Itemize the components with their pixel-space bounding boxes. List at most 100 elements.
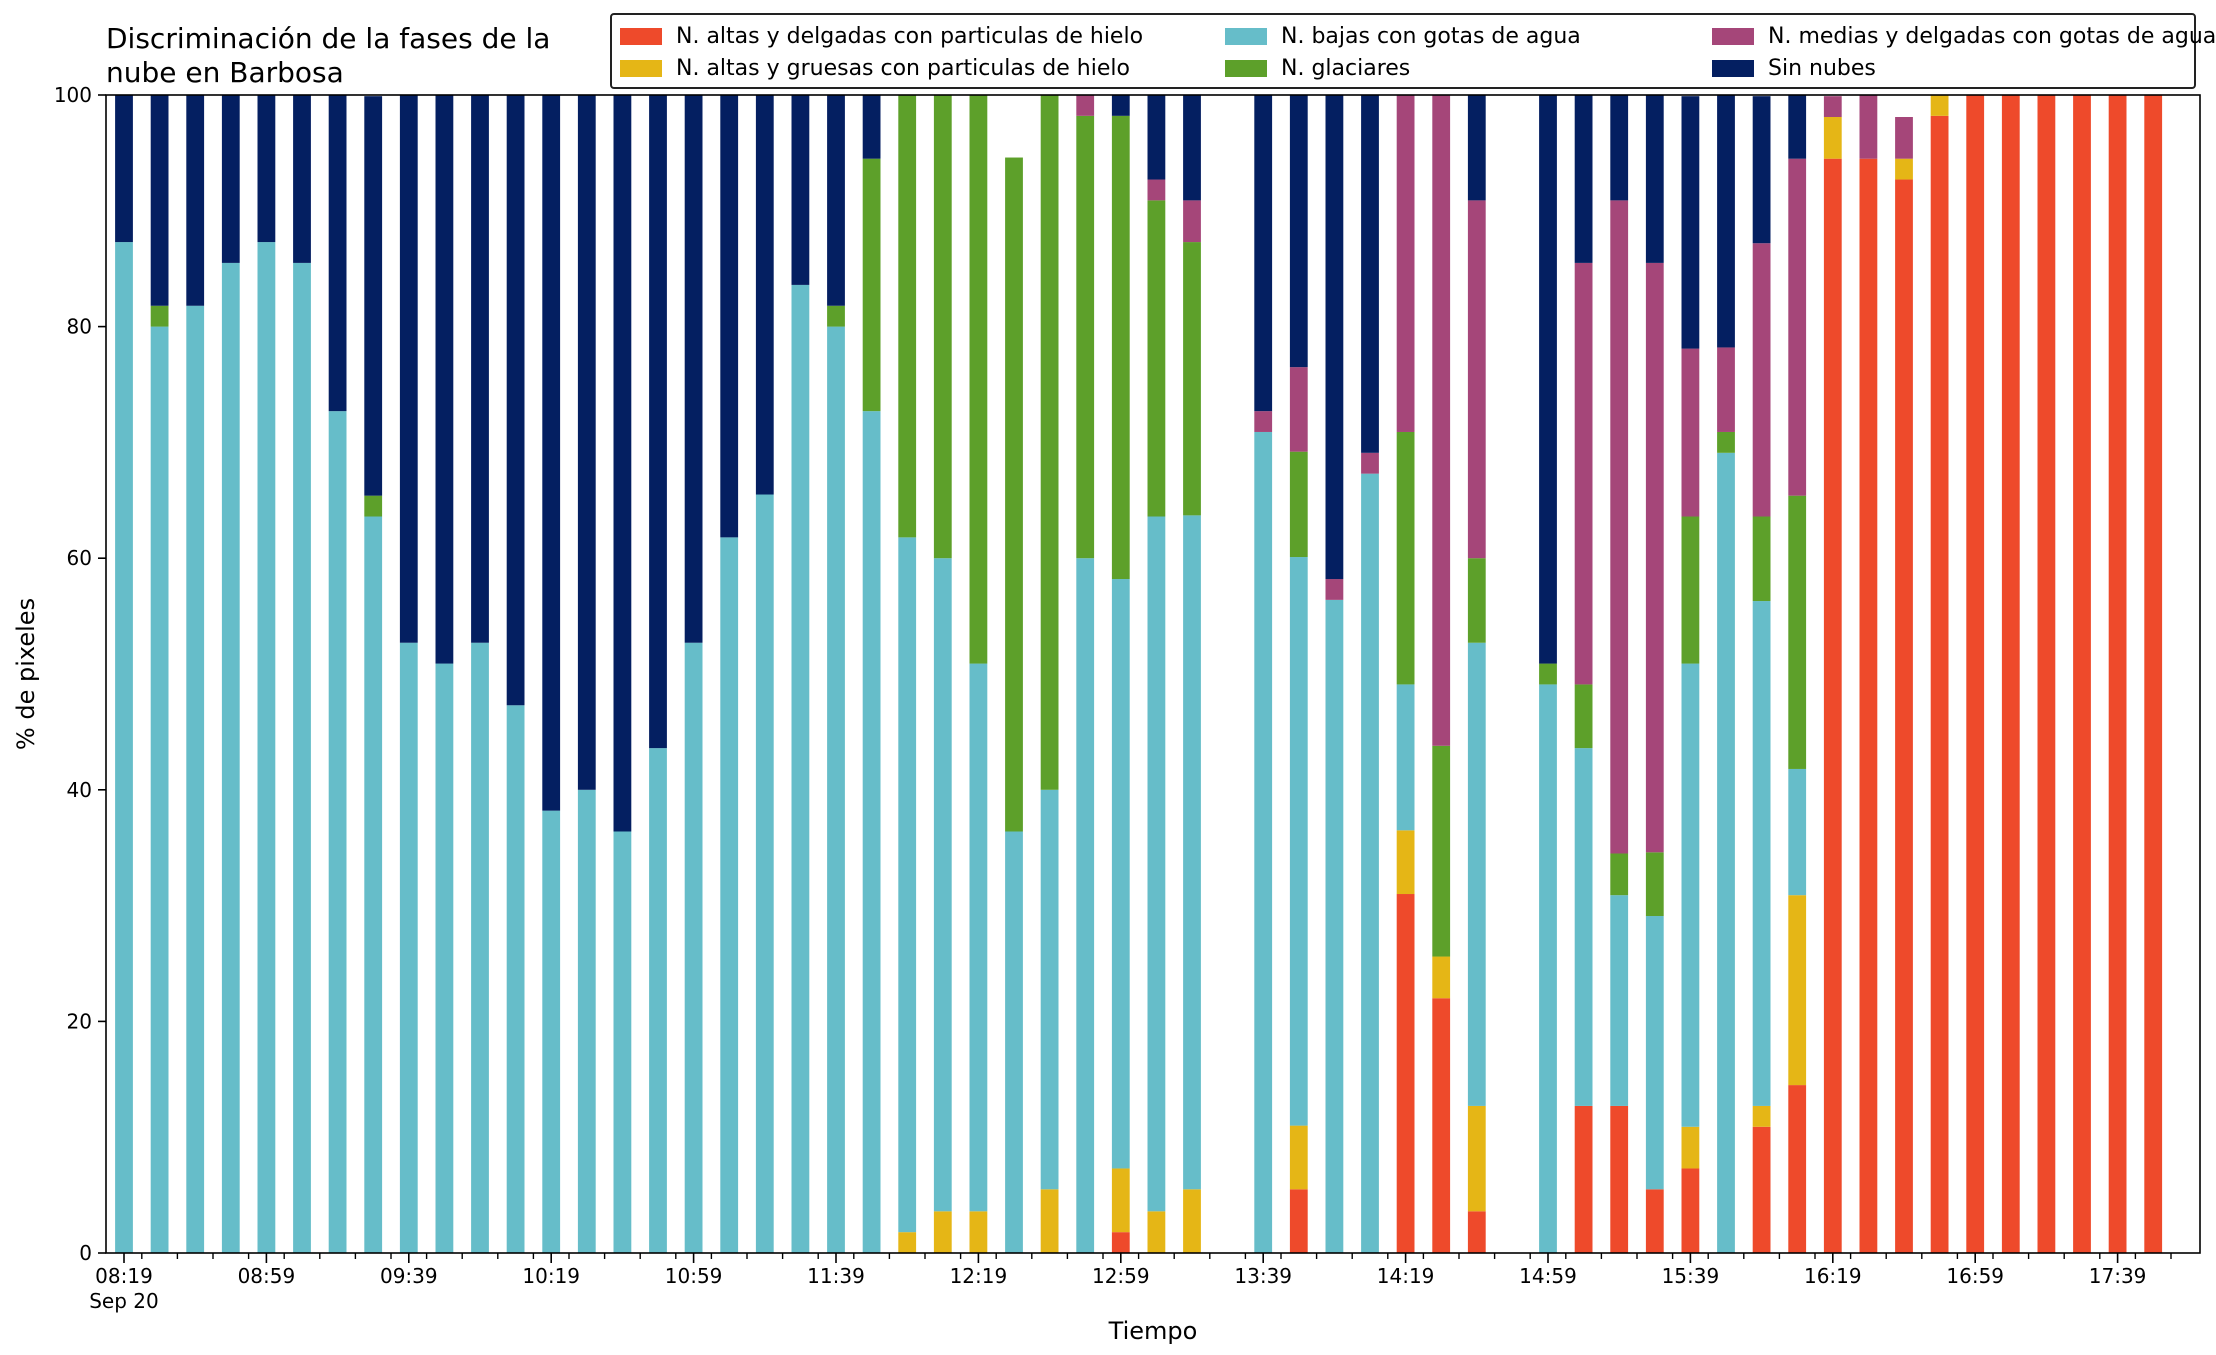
bar-segment (115, 242, 133, 1253)
legend-swatch (1225, 59, 1267, 77)
bar-segment (1432, 956, 1451, 999)
y-tick-label: 20 (67, 1009, 92, 1033)
bar-segment (435, 663, 454, 1253)
legend-item: N. glaciares (1225, 53, 1410, 83)
bar-segment (649, 748, 667, 1253)
legend-swatch (1712, 59, 1754, 77)
x-tick-label: 14:59 (1519, 1264, 1577, 1288)
bar-segment (1254, 95, 1273, 412)
bar-segment (1645, 262, 1664, 853)
y-tick-label: 100 (54, 83, 92, 107)
bar-segment (1432, 998, 1451, 1253)
y-tick-label: 80 (67, 315, 92, 339)
bar-segment (1681, 348, 1700, 517)
bar-segment (1396, 830, 1415, 895)
bar-segment (115, 95, 133, 243)
bar-segment (1823, 96, 1842, 117)
x-tick-sublabel: Sep 20 (89, 1289, 159, 1313)
bar-segment (1752, 96, 1771, 244)
bar-segment (2073, 95, 2091, 1253)
bar-segment (1325, 579, 1344, 600)
chart-title-line-1: Discriminación de la fases de la (106, 22, 551, 55)
bar-segment (1859, 158, 1878, 1254)
x-tick-label: 13:39 (1234, 1264, 1292, 1288)
x-tick-label: 16:59 (1946, 1264, 2004, 1288)
bar-segment (1467, 558, 1486, 643)
bar-segment (1183, 1189, 1201, 1253)
bar-segment (1610, 200, 1629, 854)
bar-segment (720, 95, 739, 538)
bar-segment (1539, 95, 1557, 664)
bar-segment (186, 95, 205, 306)
bar-segment (1752, 243, 1771, 517)
bar-segment (364, 495, 383, 517)
plot-frame (105, 94, 2201, 1254)
x-tick-label: 16:19 (1804, 1264, 1862, 1288)
bar-segment (933, 95, 952, 559)
bar-segment (1574, 748, 1593, 1106)
legend-label: N. glaciares (1281, 55, 1411, 81)
bar-segment (293, 95, 311, 263)
y-tick-label: 40 (67, 778, 92, 802)
legend-label: N. altas y gruesas con particulas de hie… (676, 55, 1130, 81)
y-axis: 0 20 40 60 80 100 (54, 83, 106, 1265)
bar-segment (1467, 95, 1486, 201)
legend-item: Sin nubes (1712, 53, 1876, 83)
bar-segment (1076, 558, 1095, 1253)
bar-segment (1752, 1126, 1771, 1253)
bar-segment (1717, 347, 1735, 432)
legend-item: N. altas y gruesas con particulas de hie… (620, 53, 1130, 83)
legend: N. altas y delgadas con particulas de hi… (610, 13, 2216, 89)
bar-segment (1610, 853, 1629, 896)
bar-segment (328, 411, 347, 1253)
bar-segment (1396, 95, 1415, 432)
bar-segment (898, 537, 917, 1233)
bar-segment (1289, 451, 1308, 558)
y-tick-label: 0 (79, 1241, 92, 1265)
bar-segment (1645, 852, 1664, 917)
bar-segment (1040, 1189, 1059, 1253)
bar-segment (1040, 789, 1059, 1190)
bar-segment (1788, 768, 1807, 896)
bar-segment (791, 95, 810, 285)
x-tick-label: 12:19 (950, 1264, 1008, 1288)
bar-segment (862, 411, 881, 1253)
bar-segment (969, 663, 988, 1212)
bar-segment (1183, 95, 1201, 201)
bar-segment (364, 96, 383, 496)
bar-segment (1467, 642, 1486, 1106)
bar-segment (577, 95, 596, 790)
x-tick-label: 10:19 (522, 1264, 580, 1288)
bar-segment (1183, 515, 1201, 1190)
bar-segment (755, 95, 774, 495)
bar-segment (1361, 452, 1379, 474)
bar-segment (150, 326, 169, 1254)
bar-segment (1325, 95, 1344, 580)
bar-segment (1788, 95, 1807, 159)
bar-segment (1610, 1105, 1629, 1253)
bar-segment (1005, 831, 1023, 1253)
bar-segment (720, 537, 739, 1253)
bar-segment (969, 95, 988, 664)
bar-segment (1574, 684, 1593, 749)
legend-label: N. altas y delgadas con particulas de hi… (676, 23, 1144, 49)
bar-segment (613, 831, 632, 1253)
bar-segment (1183, 242, 1201, 516)
legend-swatch (1225, 27, 1267, 45)
bar-segment (613, 95, 632, 832)
bar-segment (1396, 684, 1415, 831)
x-axis: 08:19 08:59 09:39 10:19 10:59 11:39 12:19 12:59… (89, 1253, 2172, 1313)
bar-segment (898, 1232, 917, 1253)
bar-segment (649, 95, 667, 749)
x-tick-label: 17:39 (2089, 1264, 2147, 1288)
bar-segment (755, 494, 774, 1253)
bar-segment (862, 158, 881, 412)
bar-segment (542, 810, 561, 1253)
bar-segment (1930, 95, 1949, 116)
bar-segment (1254, 431, 1273, 1254)
bar-segment (328, 95, 347, 412)
bar-segment (471, 642, 489, 1253)
bar-segment (1788, 158, 1807, 496)
bar-segment (364, 516, 383, 1253)
bar-segment (1289, 557, 1308, 1126)
